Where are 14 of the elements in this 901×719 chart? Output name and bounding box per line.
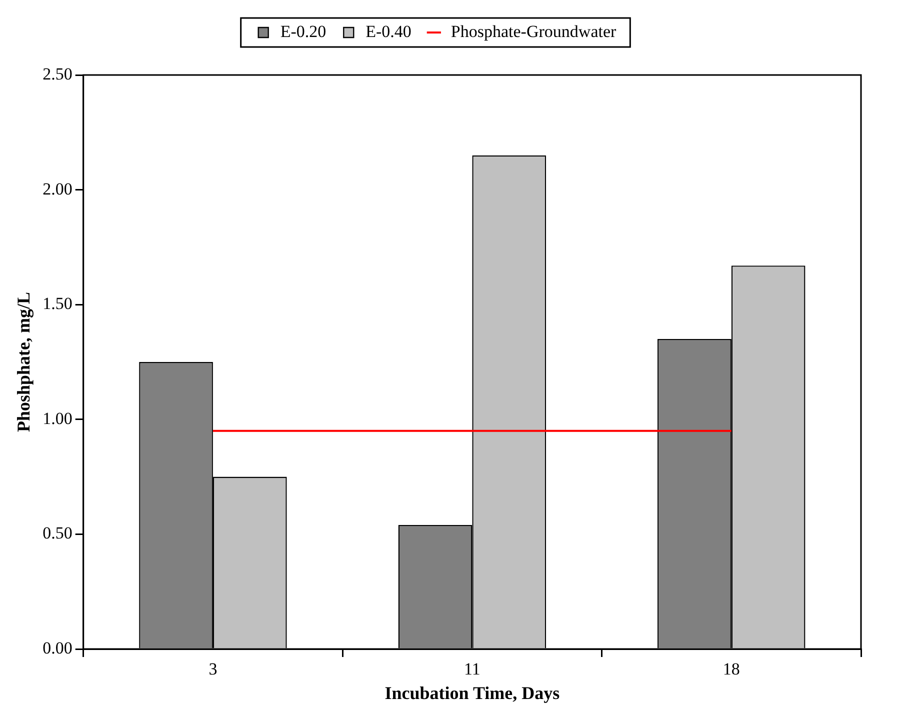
x-tick-label: 11 [464,660,480,679]
x-tick-label: 3 [208,660,218,679]
x-tick-label: 18 [722,660,740,679]
y-tick-label: 1.00 [42,408,72,428]
y-tick-label: 0.50 [42,524,72,543]
y-tick-label: 2.00 [42,179,72,198]
y-tick-label: 1.50 [42,294,72,314]
y-tick-label: 0.00 [42,638,72,658]
y-axis-title: Phoshphate, mg/L [13,292,34,432]
legend-label: Phosphate-Groundwater [450,22,616,41]
x-axis-title: Incubation Time, Days [384,682,560,703]
legend-label: E-0.40 [366,22,412,41]
y-tick-label: 2.50 [42,64,72,84]
legend-label: E-0.20 [280,22,326,41]
